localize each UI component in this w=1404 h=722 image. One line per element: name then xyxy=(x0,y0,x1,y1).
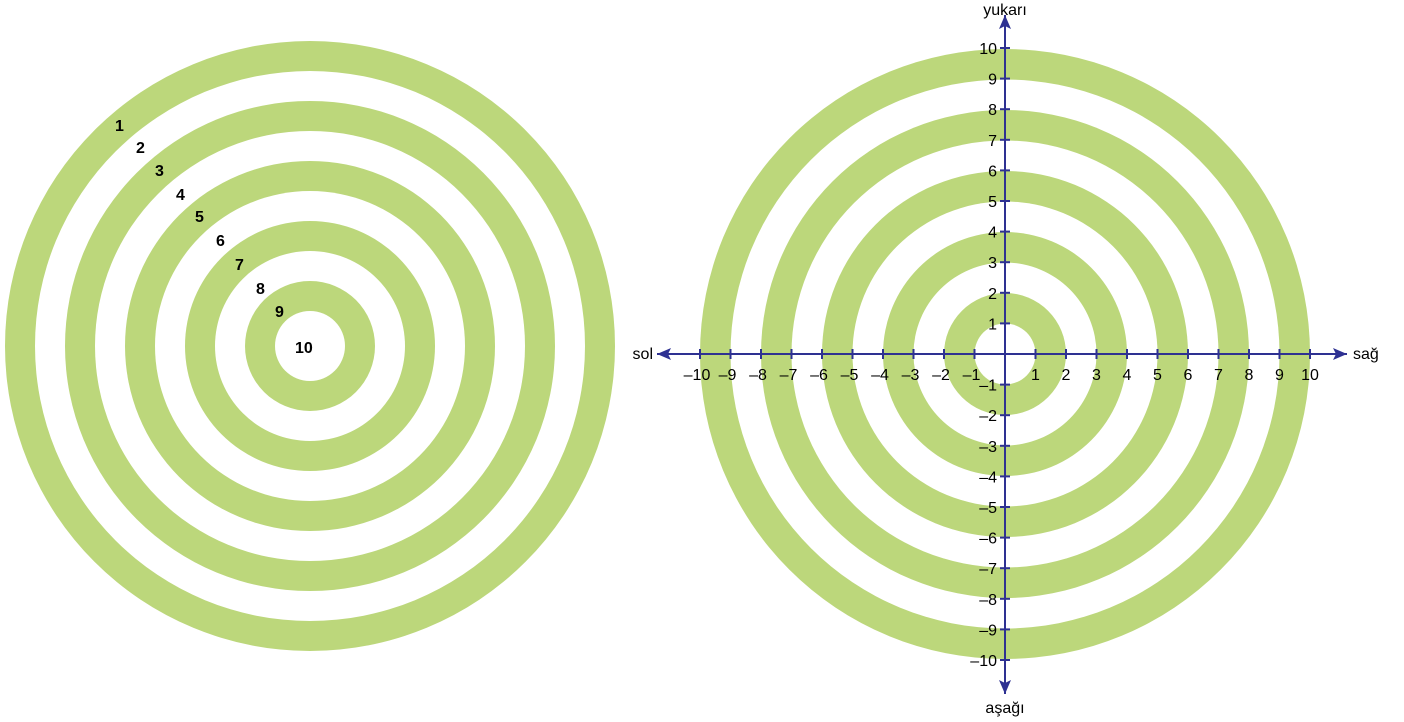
x-tick-label: –4 xyxy=(871,367,889,384)
x-tick-label: –3 xyxy=(902,367,920,384)
x-tick-label: 4 xyxy=(1123,367,1132,384)
x-tick-label: –8 xyxy=(749,367,767,384)
x-tick-label: 3 xyxy=(1092,367,1101,384)
x-tick-label: 6 xyxy=(1184,367,1193,384)
y-tick-label: –6 xyxy=(979,531,997,548)
y-tick-label: 4 xyxy=(988,225,997,242)
direction-label-down: aşağı xyxy=(985,700,1024,717)
ring-label-7: 7 xyxy=(235,257,244,274)
ring-label-8: 8 xyxy=(256,281,265,298)
right-arrowhead-icon xyxy=(1333,348,1347,360)
y-axis-ticks: –10 –9 –8 –7 –6 –5 –4 –3 –2 –1 1 2 3 4 5 6 7 8 9 10 xyxy=(970,41,1010,670)
ring-label-6: 6 xyxy=(216,233,225,250)
x-tick-label: –6 xyxy=(810,367,828,384)
ring-label-10: 10 xyxy=(295,340,313,357)
x-tick-label: 5 xyxy=(1153,367,1162,384)
x-tick-label: –5 xyxy=(841,367,859,384)
y-tick-label: 3 xyxy=(988,255,997,272)
ring-label-3: 3 xyxy=(155,163,164,180)
left-rings xyxy=(5,41,615,651)
left-target: 1 2 3 4 5 6 7 8 9 10 xyxy=(5,41,615,651)
x-tick-label: 10 xyxy=(1301,367,1319,384)
x-axis-ticks: –10 –9 –8 –7 –6 –5 –4 –3 –2 –1 1 2 3 4 5 6 7 8 9 10 xyxy=(684,349,1319,384)
right-target: –10 –9 –8 –7 –6 –5 –4 –3 –2 –1 1 2 3 4 5 6 7 8 9 10 –10 –9 –8… xyxy=(633,2,1379,717)
direction-label-right: sağ xyxy=(1353,346,1379,363)
y-tick-label: –2 xyxy=(979,408,997,425)
x-tick-label: 9 xyxy=(1275,367,1284,384)
y-tick-label: –3 xyxy=(979,439,997,456)
y-tick-label: 9 xyxy=(988,72,997,89)
y-tick-label: 2 xyxy=(988,286,997,303)
ring-label-4: 4 xyxy=(176,187,185,204)
y-tick-label: –9 xyxy=(979,622,997,639)
coordinate-axes: –10 –9 –8 –7 –6 –5 –4 –3 –2 –1 1 2 3 4 5 6 7 8 9 10 –10 –9 –8… xyxy=(657,15,1347,694)
ring-label-2: 2 xyxy=(136,140,145,157)
left-ring-labels: 1 2 3 4 5 6 7 8 9 10 xyxy=(115,118,313,357)
x-tick-label: 2 xyxy=(1062,367,1071,384)
y-tick-label: 10 xyxy=(979,41,997,58)
x-tick-label: –1 xyxy=(963,367,981,384)
ring-label-9: 9 xyxy=(275,304,284,321)
y-tick-label: –4 xyxy=(979,469,997,486)
left-arrowhead-icon xyxy=(657,348,671,360)
y-tick-label: 6 xyxy=(988,163,997,180)
y-tick-label: –5 xyxy=(979,500,997,517)
ring-label-1: 1 xyxy=(115,118,124,135)
y-tick-label: 5 xyxy=(988,194,997,211)
x-tick-label: –2 xyxy=(932,367,950,384)
y-tick-label: –7 xyxy=(979,561,997,578)
y-tick-label: 1 xyxy=(988,316,997,333)
x-tick-label: –9 xyxy=(719,367,737,384)
y-tick-label: –8 xyxy=(979,592,997,609)
x-tick-label: –10 xyxy=(684,367,711,384)
up-arrowhead-icon xyxy=(999,15,1011,29)
y-tick-label: –10 xyxy=(970,653,997,670)
ring-label-5: 5 xyxy=(195,209,204,226)
y-tick-label: 8 xyxy=(988,102,997,119)
left-ring-band-10 xyxy=(275,311,345,381)
x-tick-label: 7 xyxy=(1214,367,1223,384)
y-tick-label: 7 xyxy=(988,133,997,150)
direction-label-up: yukarı xyxy=(983,2,1027,19)
x-tick-label: 1 xyxy=(1031,367,1040,384)
y-tick-label: –1 xyxy=(979,378,997,395)
x-tick-label: –7 xyxy=(780,367,798,384)
direction-label-left: sol xyxy=(633,346,653,363)
x-tick-label: 8 xyxy=(1245,367,1254,384)
down-arrowhead-icon xyxy=(999,680,1011,694)
